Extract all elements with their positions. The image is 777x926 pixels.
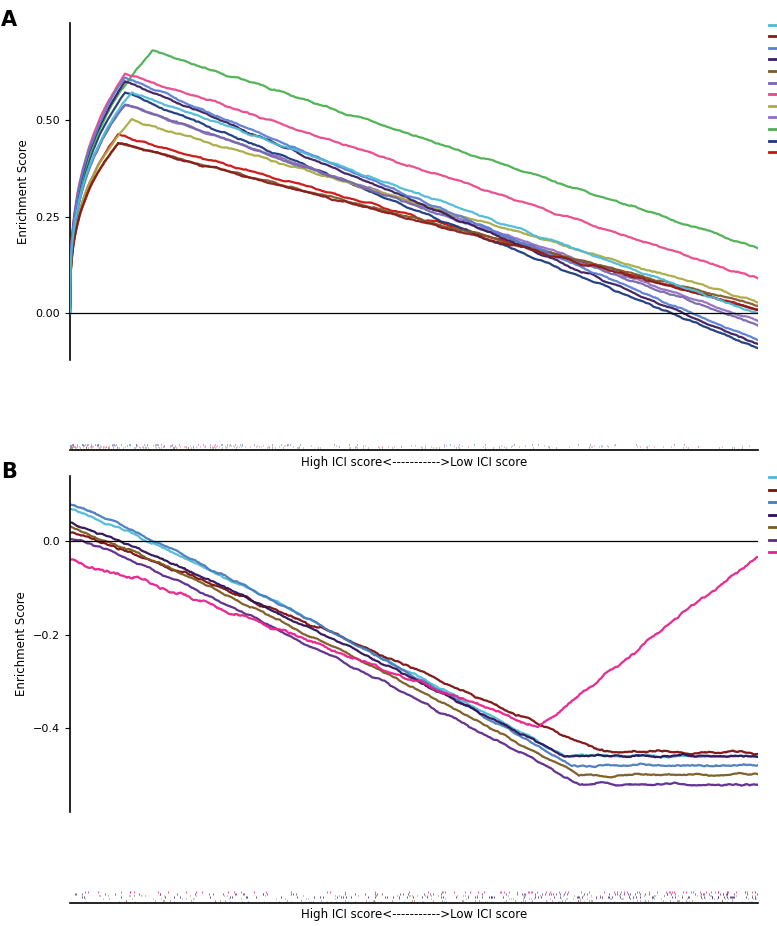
- Text: A: A: [1, 9, 17, 30]
- X-axis label: High ICI score<----------->Low ICI score: High ICI score<----------->Low ICI score: [301, 456, 527, 469]
- Y-axis label: Enrichment Score: Enrichment Score: [15, 592, 27, 696]
- Legend: KEGG_ALPHA_LINOLENIC_ACID_METABOLISM, KEGG_DRUG_METABOLISM_CYTOCHROME_P450, KEGG: KEGG_ALPHA_LINOLENIC_ACID_METABOLISM, KE…: [768, 473, 777, 557]
- X-axis label: High ICI score<----------->Low ICI score: High ICI score<----------->Low ICI score: [301, 908, 527, 921]
- Text: B: B: [1, 462, 17, 482]
- Y-axis label: Enrichment Score: Enrichment Score: [17, 139, 30, 244]
- Legend: KEGG_BLADDER_CANCER, KEGG_CHEMOKINE_SIGNALING_PATHWAY, KEGG_FOCAL_ADHESION, KEGG: KEGG_BLADDER_CANCER, KEGG_CHEMOKINE_SIGN…: [768, 20, 777, 157]
